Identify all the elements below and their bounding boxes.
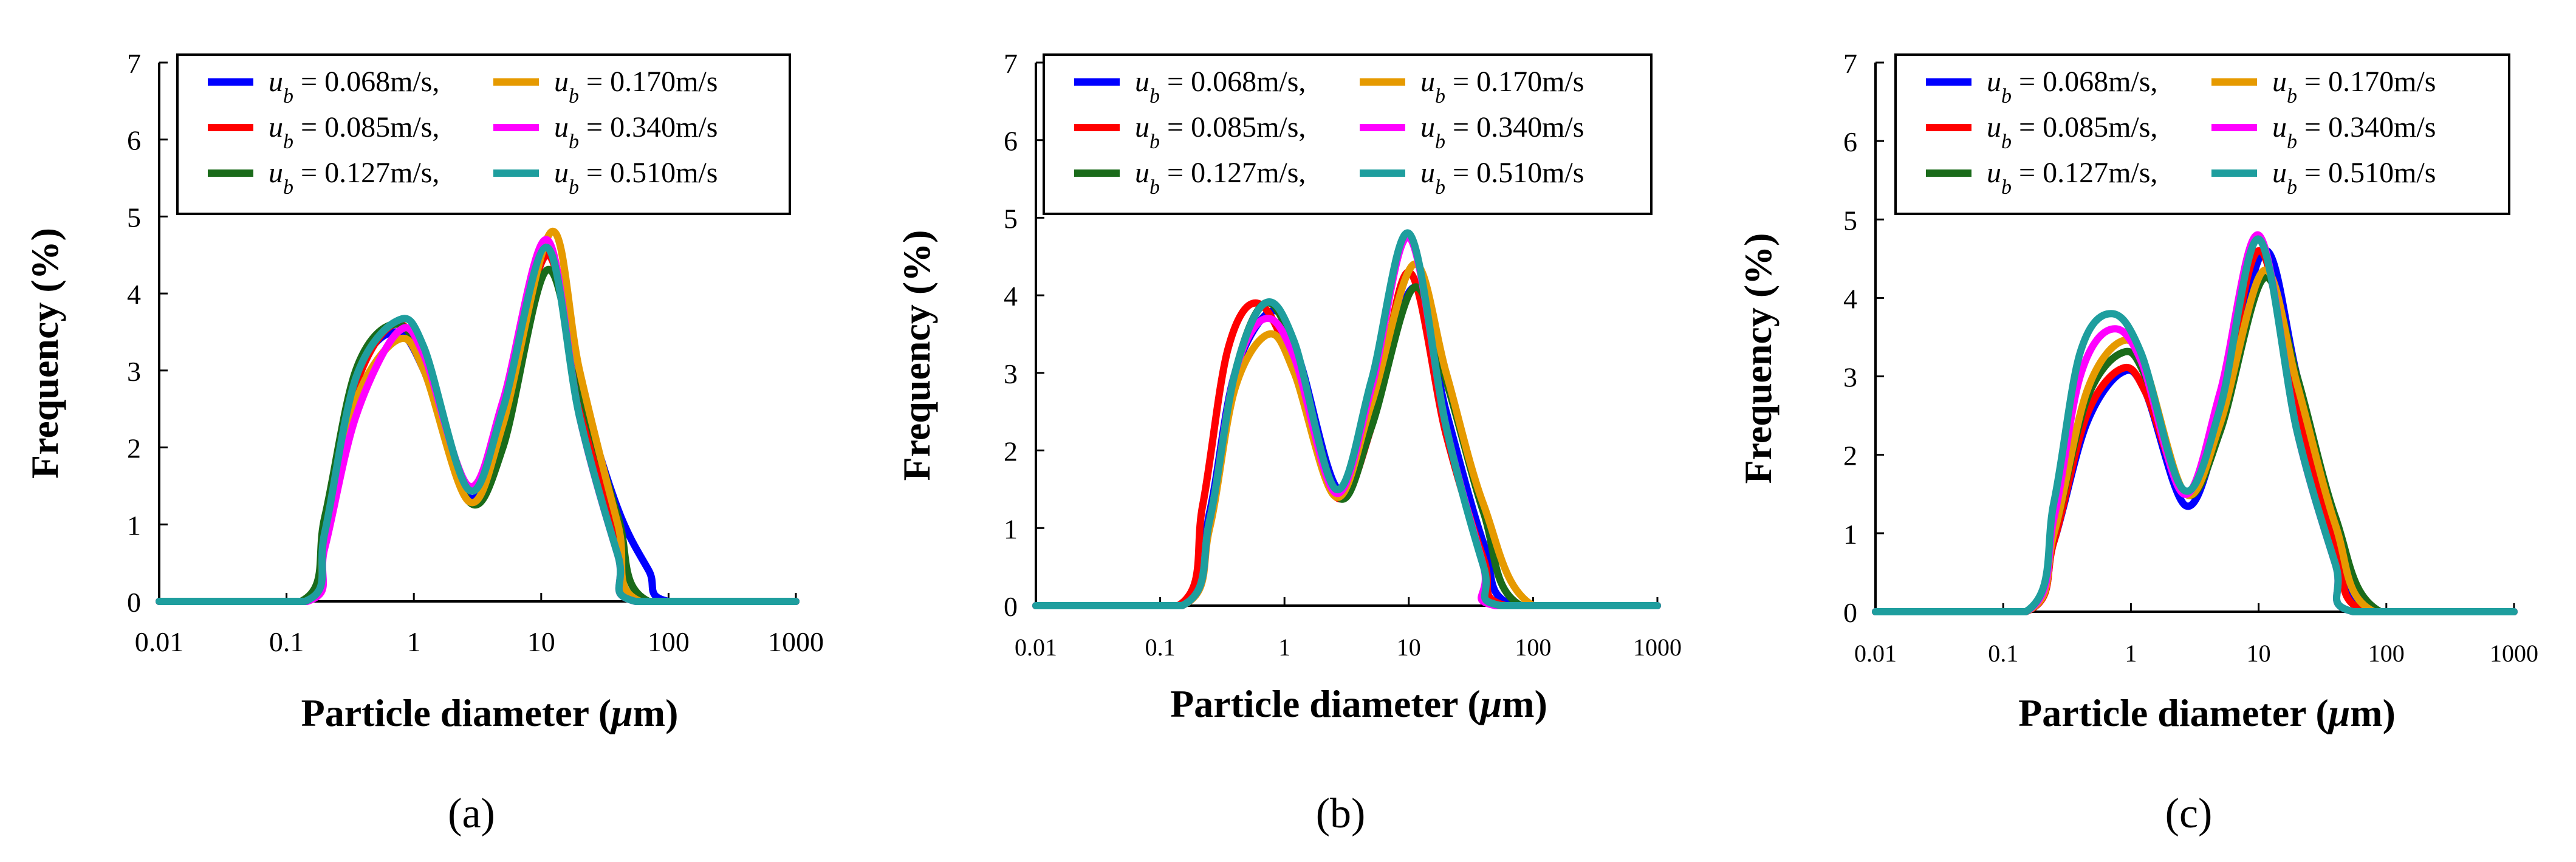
x-tick-label: 1 — [2125, 640, 2137, 667]
y-tick-label: 3 — [127, 356, 141, 387]
x-tick-label: 10 — [1397, 634, 1421, 661]
panel-label: (a) — [448, 790, 495, 837]
legend-entry-label: ub = 0.510m/s — [2272, 157, 2436, 199]
y-tick-label: 0 — [1004, 591, 1018, 622]
series-line-6 — [1872, 235, 2518, 616]
legend-entry-label: ub = 0.127m/s, — [1135, 157, 1306, 199]
legend-entry-label: ub = 0.127m/s, — [1987, 157, 2157, 199]
legend-entry-label: ub = 0.068m/s, — [1987, 66, 2157, 108]
series-line-1 — [1032, 284, 1661, 610]
legend-box — [176, 53, 791, 215]
legend-entry-label: ub = 0.068m/s, — [1135, 66, 1306, 108]
legend-entry-label: ub = 0.170m/s — [1420, 66, 1584, 108]
legend-entry-label: ub = 0.340m/s — [2272, 111, 2436, 153]
legend-entry-label: ub = 0.170m/s — [2272, 66, 2436, 108]
x-tick-label: 100 — [648, 626, 690, 657]
legend: ub = 0.068m/s,ub = 0.085m/s,ub = 0.127m/… — [1043, 53, 1653, 215]
series-line-4 — [1032, 261, 1661, 610]
legend-entry-label: ub = 0.340m/s — [1420, 111, 1584, 153]
legend-entry-label: ub = 0.085m/s, — [269, 111, 439, 153]
series-line-6 — [156, 244, 800, 606]
y-tick-label: 7 — [127, 48, 141, 79]
y-tick-label: 6 — [1843, 126, 1857, 157]
x-tick-label: 0.01 — [135, 626, 184, 657]
series-line-5 — [1032, 233, 1661, 610]
y-axis-title: Frequency (%) — [23, 228, 66, 479]
series-line-2 — [1032, 268, 1661, 610]
y-tick-label: 1 — [1843, 519, 1857, 550]
x-tick-label: 0.1 — [269, 626, 304, 657]
y-tick-label: 3 — [1004, 358, 1018, 389]
y-tick-label: 0 — [1843, 597, 1857, 628]
series-line-6 — [1032, 229, 1661, 610]
legend-box — [1043, 53, 1653, 215]
y-tick-label: 4 — [127, 279, 141, 310]
x-tick-label: 0.1 — [1145, 634, 1176, 661]
legend-entry-label: ub = 0.340m/s — [554, 111, 718, 153]
legend-entry-label: ub = 0.510m/s — [1420, 157, 1584, 199]
y-tick-label: 7 — [1004, 48, 1018, 79]
y-tick-label: 1 — [1004, 513, 1018, 544]
panel-label: (c) — [2165, 790, 2213, 837]
x-tick-label: 0.01 — [1854, 640, 1897, 667]
legend-entry-label: ub = 0.085m/s, — [1987, 111, 2157, 153]
y-tick-label: 0 — [127, 587, 141, 618]
x-tick-label: 10 — [2247, 640, 2271, 667]
x-tick-label: 1000 — [1633, 634, 1682, 661]
x-tick-label: 1000 — [2490, 640, 2538, 667]
x-tick-label: 100 — [1515, 634, 1551, 661]
series-line-1 — [156, 251, 800, 606]
legend: ub = 0.068m/s,ub = 0.085m/s,ub = 0.127m/… — [176, 53, 791, 215]
y-tick-label: 4 — [1843, 283, 1857, 314]
panel-label: (b) — [1316, 790, 1366, 837]
x-tick-label: 10 — [527, 626, 555, 657]
legend-entry-label: ub = 0.085m/s, — [1135, 111, 1306, 153]
legend-entry-label: ub = 0.170m/s — [554, 66, 718, 108]
x-tick-label: 100 — [2368, 640, 2405, 667]
x-tick-label: 0.1 — [1988, 640, 2018, 667]
y-tick-label: 6 — [1004, 126, 1018, 157]
legend: ub = 0.068m/s,ub = 0.085m/s,ub = 0.127m/… — [1894, 53, 2510, 215]
x-tick-label: 1000 — [768, 626, 824, 657]
series-line-2 — [1872, 247, 2518, 615]
legend-entry-label: ub = 0.127m/s, — [269, 157, 439, 199]
series-line-2 — [156, 251, 800, 606]
series-line-3 — [1872, 273, 2518, 616]
y-tick-label: 5 — [127, 202, 141, 233]
legend-entry-label: ub = 0.510m/s — [554, 157, 718, 199]
y-axis-title: Frequency (%) — [895, 230, 938, 481]
x-axis-title: Particle diameter (μm) — [301, 691, 679, 734]
y-tick-label: 1 — [127, 510, 141, 541]
y-tick-label: 5 — [1843, 205, 1857, 236]
x-tick-label: 1 — [407, 626, 421, 657]
legend-entry-label: ub = 0.068m/s, — [269, 66, 439, 108]
series-line-3 — [156, 265, 800, 605]
y-axis-title: Frequency (%) — [1736, 233, 1780, 484]
y-tick-label: 7 — [1843, 48, 1857, 79]
y-tick-label: 2 — [1843, 440, 1857, 471]
series-line-4 — [1872, 266, 2518, 615]
y-tick-label: 6 — [127, 125, 141, 156]
y-tick-label: 3 — [1843, 362, 1857, 393]
series-line-5 — [1872, 231, 2518, 616]
series-line-1 — [1872, 247, 2518, 615]
series-line-3 — [1032, 283, 1661, 610]
y-tick-label: 4 — [1004, 281, 1018, 312]
y-tick-label: 2 — [1004, 436, 1018, 467]
x-axis-title: Particle diameter (μm) — [1170, 682, 1547, 725]
y-tick-label: 2 — [127, 433, 141, 464]
series-line-4 — [156, 227, 800, 606]
y-tick-label: 5 — [1004, 203, 1018, 234]
series-line-5 — [156, 236, 800, 606]
x-axis-title: Particle diameter (μm) — [2018, 691, 2396, 734]
x-tick-label: 1 — [1278, 634, 1290, 661]
legend-box — [1894, 53, 2510, 215]
x-tick-label: 0.01 — [1015, 634, 1057, 661]
